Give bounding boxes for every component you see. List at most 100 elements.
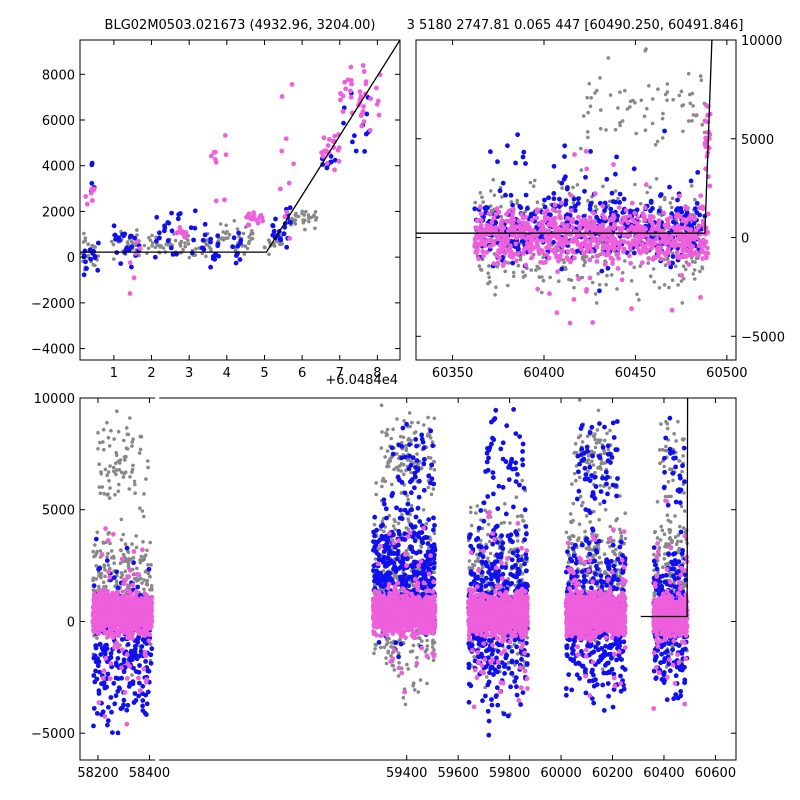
data-point-gray [602, 552, 607, 556]
data-point-gray [600, 667, 605, 671]
data-point-blue [494, 685, 500, 691]
data-point-magenta [664, 250, 670, 256]
data-point-magenta [497, 250, 503, 255]
data-point-magenta [499, 218, 505, 224]
data-point-gray [404, 526, 409, 530]
data-point-magenta [552, 220, 558, 226]
data-point-magenta [685, 235, 690, 241]
data-point-gray [392, 668, 397, 672]
data-point-blue [597, 288, 602, 294]
data-point-blue [518, 205, 524, 211]
data-point-gray [675, 539, 680, 544]
data-point-gray [392, 467, 396, 472]
data-point-gray [111, 242, 116, 247]
data-point-gray [123, 458, 127, 462]
data-point-gray [650, 121, 655, 126]
data-point-gray [597, 440, 601, 445]
data-point-gray [613, 552, 618, 557]
data-point-gray [142, 578, 146, 582]
data-point-blue [208, 239, 213, 245]
data-point-gray [415, 655, 419, 660]
data-point-gray [134, 545, 139, 550]
data-point-gray [686, 71, 691, 76]
data-point-gray [146, 571, 151, 576]
data-point-magenta [675, 236, 681, 242]
panel-recent-title: 3 5180 2747.81 0.065 447 [60490.250, 604… [407, 18, 744, 33]
data-point-magenta [688, 213, 694, 219]
data-point-gray [117, 468, 122, 472]
data-point-gray [137, 451, 142, 455]
data-point-gray [95, 636, 99, 640]
data-point-gray [130, 673, 134, 677]
data-point-magenta [559, 200, 564, 206]
data-point-blue [617, 200, 622, 205]
data-point-gray [657, 286, 662, 290]
data-point-blue [503, 192, 508, 198]
data-point-magenta [584, 225, 590, 231]
data-point-blue [105, 722, 110, 728]
data-point-gray [658, 538, 663, 542]
data-point-blue [148, 660, 154, 666]
data-point-blue [431, 542, 437, 547]
data-point-magenta [535, 286, 541, 292]
data-point-gray [499, 214, 504, 219]
data-point-gray [267, 238, 272, 243]
data-point-gray [154, 235, 158, 240]
data-point-gray [387, 513, 392, 518]
data-point-blue [421, 487, 427, 493]
data-point-blue [95, 267, 101, 273]
data-point-blue [588, 201, 594, 206]
data-point-gray [469, 510, 473, 515]
data-point-gray [488, 280, 492, 284]
data-point-gray [700, 265, 704, 269]
x-tick-label: 60500 [706, 366, 747, 381]
data-point-gray [138, 447, 143, 452]
data-point-gray [111, 465, 116, 470]
data-point-blue [281, 231, 287, 237]
data-point-gray [576, 538, 580, 542]
data-point-gray [594, 441, 599, 445]
data-point-gray [374, 492, 379, 497]
data-point-gray [500, 195, 504, 199]
data-point-blue [140, 703, 146, 709]
data-point-magenta [649, 244, 655, 250]
data-point-blue [508, 192, 514, 198]
data-point-gray [398, 434, 403, 439]
data-point-blue [422, 561, 428, 567]
data-point-magenta [484, 249, 490, 255]
data-point-blue [674, 207, 679, 213]
data-point-gray [681, 129, 685, 134]
data-point-gray [518, 257, 523, 262]
data-point-blue [408, 522, 414, 528]
data-point-blue [169, 210, 175, 216]
data-point-gray [487, 539, 492, 544]
data-point-gray [583, 260, 587, 265]
data-point-magenta [568, 208, 574, 214]
data-point-blue [525, 206, 530, 211]
data-point-blue [412, 485, 417, 491]
data-point-gray [396, 651, 401, 655]
data-point-gray [108, 464, 112, 468]
data-point-gray [290, 216, 294, 221]
data-point-gray [90, 244, 94, 249]
data-point-blue [270, 232, 276, 238]
data-point-blue [426, 473, 432, 479]
data-point-gray [485, 675, 489, 679]
data-point-gray [113, 493, 117, 497]
data-point-gray [588, 520, 592, 524]
data-point-blue [405, 501, 411, 507]
data-point-magenta [546, 235, 552, 241]
data-point-magenta [289, 82, 295, 87]
data-point-blue [162, 225, 168, 231]
data-point-gray [103, 568, 107, 572]
data-point-gray [469, 523, 474, 528]
data-point-gray [531, 184, 536, 188]
data-point-blue [413, 514, 419, 520]
data-point-blue [391, 560, 397, 566]
data-point-gray [586, 458, 591, 462]
data-point-gray [384, 656, 388, 660]
data-point-gray [672, 432, 676, 436]
data-point-gray [384, 661, 389, 666]
data-point-magenta [358, 113, 364, 119]
data-point-gray [105, 555, 109, 559]
